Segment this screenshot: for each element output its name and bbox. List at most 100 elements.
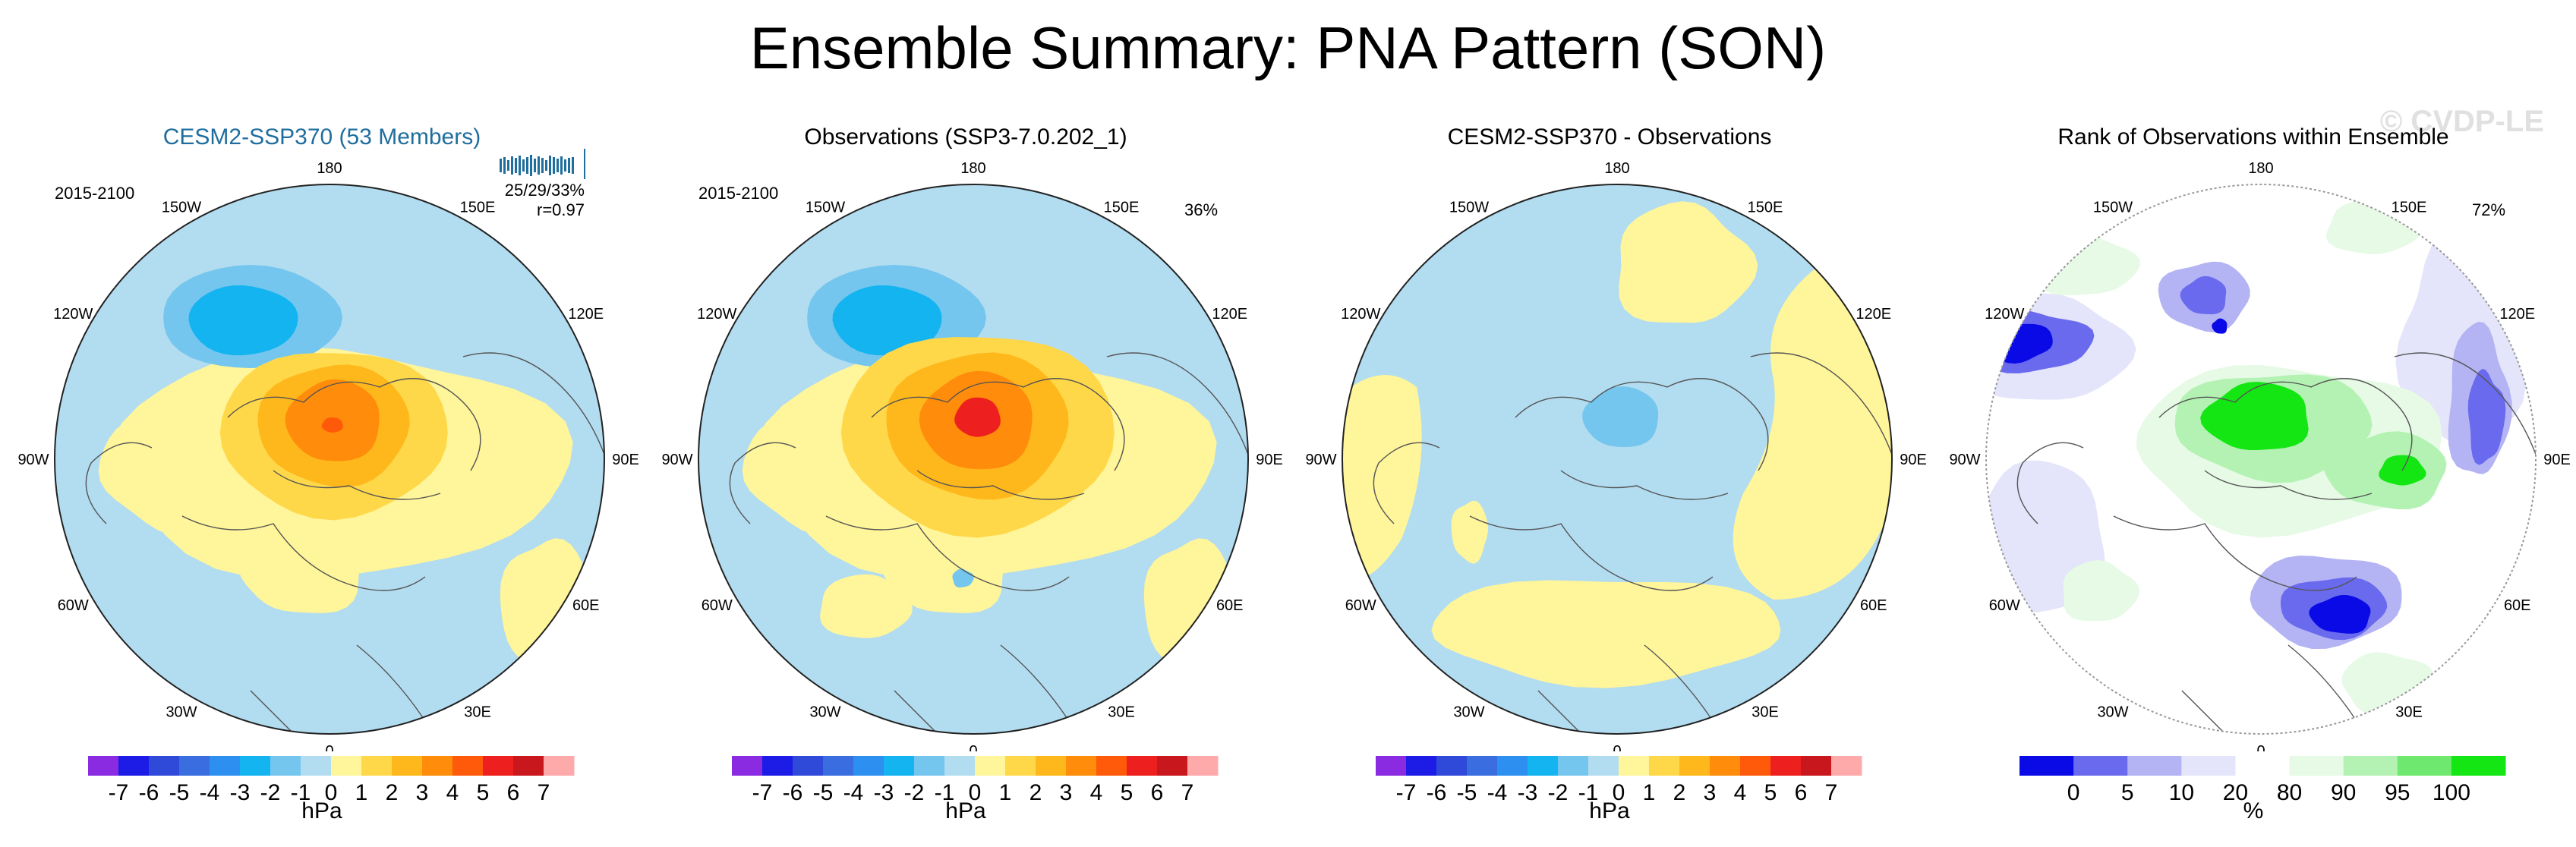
colorbar-swatch <box>944 756 976 776</box>
coastline-segment <box>1560 470 1729 500</box>
longitude-label: 150E <box>1104 199 1140 216</box>
positive-anomaly-region <box>820 574 913 638</box>
colorbar-tick-label: 2 <box>385 780 399 805</box>
colorbar-swatch <box>1588 756 1619 776</box>
negative-anomaly-2hpa <box>832 285 942 356</box>
colorbar-swatch <box>331 756 362 776</box>
panel-difference: CESM2-SSP370 - Observations 180 150W 150E 1… <box>1288 114 1931 847</box>
longitude-label: 30E <box>464 704 491 721</box>
positive-anomaly-4hpa <box>954 397 1001 437</box>
longitude-label: 60W <box>1989 597 2020 614</box>
colorbar-tick-label: -4 <box>843 780 864 805</box>
negative-anomaly-1hpa <box>1582 386 1659 447</box>
colorbar-swatch <box>1036 756 1067 776</box>
colorbar-swatch <box>1619 756 1650 776</box>
colorbar-swatch <box>823 756 854 776</box>
colorbar-tick-label: -4 <box>1487 780 1508 805</box>
colorbar-tick-label: -3 <box>1517 780 1538 805</box>
longitude-label: 150E <box>460 199 496 216</box>
longitude-label: 90W <box>661 452 692 468</box>
colorbar-swatch <box>301 756 332 776</box>
colorbar-swatch <box>1770 756 1802 776</box>
longitude-label: 60W <box>58 597 89 614</box>
longitude-label: 60E <box>2504 597 2531 614</box>
polar-map: 180 150W 150E 120W 120E 90W 90E 60W 60E 30W 30E 0 <box>1305 160 1927 751</box>
colorbar-swatch <box>1436 756 1468 776</box>
histogram-bar <box>564 159 566 172</box>
colorbar-swatch <box>270 756 301 776</box>
longitude-label: 0 <box>2256 743 2265 751</box>
histogram-bar <box>560 156 563 175</box>
colorbar-tick-label: 6 <box>506 780 520 805</box>
colorbar-swatch <box>1066 756 1097 776</box>
colorbar-tick-label: -2 <box>260 780 281 805</box>
watermark: © CVDP-LE <box>2379 105 2544 138</box>
longitude-label: 30E <box>2395 704 2423 721</box>
colorbar-tick-label: 80 <box>2276 780 2303 805</box>
coastline-segment <box>2394 352 2536 464</box>
colorbar-tick-label: 3 <box>1059 780 1073 805</box>
positive-anomaly-region <box>1733 266 1892 600</box>
longitude-label: 90E <box>612 452 639 468</box>
positive-anomaly-region <box>238 521 361 613</box>
colorbar-tick-label: -5 <box>169 780 190 805</box>
rank-region <box>2063 560 2140 622</box>
longitude-label: 120E <box>1856 306 1891 323</box>
colorbar-swatch <box>2073 756 2128 776</box>
longitude-label: 90E <box>1900 452 1927 468</box>
colorbar-swatches <box>2019 756 2506 776</box>
colorbar-swatch <box>2343 756 2398 776</box>
longitude-label: 150W <box>1449 199 1489 216</box>
polar-map: 180 150W 150E 120W 120E 90W 90E 60W 60E 30W 30E 0 <box>661 160 1282 751</box>
longitude-label: 180 <box>317 160 342 177</box>
colorbar-tick-label: 1 <box>355 780 368 805</box>
histogram-bar <box>519 156 521 175</box>
histogram-bar <box>530 155 532 176</box>
colorbar-tick-label: 4 <box>1089 780 1103 805</box>
colorbar-unit: hPa <box>1589 798 1630 823</box>
colorbar-swatch <box>422 756 453 776</box>
colorbar-swatch <box>392 756 423 776</box>
colorbar-swatch <box>240 756 271 776</box>
colorbar-tick-label: 5 <box>2120 780 2134 805</box>
longitude-label: 90W <box>17 452 49 468</box>
map-border <box>1342 184 1893 735</box>
colorbar-tick-label: -1 <box>1578 780 1599 805</box>
histogram-bar <box>534 159 536 172</box>
longitude-label: 60E <box>572 597 600 614</box>
colorbar-tick-label: -2 <box>1547 780 1569 805</box>
colorbar-tick-label: 0 <box>968 780 982 805</box>
colorbar-swatch <box>1528 756 1559 776</box>
histogram-bar <box>507 160 509 171</box>
coastline-segment <box>2288 644 2357 722</box>
colorbar-swatch <box>1710 756 1741 776</box>
coastline-segment <box>2016 442 2084 524</box>
coastline-segment <box>729 442 796 524</box>
histogram-bar <box>557 159 559 172</box>
coastline-segment <box>2158 378 2413 471</box>
coastlines <box>1373 352 1892 734</box>
coastline-segment <box>871 378 1125 471</box>
longitude-label: 30W <box>1453 704 1484 721</box>
colorbar-swatch <box>361 756 393 776</box>
main-title: Ensemble Summary: PNA Pattern (SON) <box>749 14 1827 81</box>
panel-title: Observations (SSP3-7.0.202_1) <box>804 124 1127 150</box>
longitude-label: 60W <box>1345 597 1376 614</box>
colorbar-tick-label: 1 <box>1642 780 1656 805</box>
rank-region <box>2200 382 2309 450</box>
longitude-label: 150W <box>2093 199 2133 216</box>
colorbar-swatch <box>732 756 763 776</box>
stats-percent: 25/29/33% <box>504 181 585 200</box>
coastline-segment <box>2113 515 2357 591</box>
coastline-segment <box>1644 644 1714 722</box>
colorbar: -7 -6 -5 -4 -3 -2 -1 0 1 2 3 4 5 6 7 hPa <box>1288 756 1931 839</box>
coastline-segment <box>181 515 426 591</box>
colorbar-swatches <box>88 756 575 776</box>
colorbar-swatch <box>88 756 119 776</box>
colorbar-tick-label: 6 <box>1794 780 1808 805</box>
colorbar-swatch <box>762 756 793 776</box>
histogram-bar <box>515 158 517 173</box>
longitude-label: 180 <box>1604 160 1629 177</box>
coastline-segment <box>462 352 604 464</box>
longitude-label: 120E <box>2499 306 2535 323</box>
